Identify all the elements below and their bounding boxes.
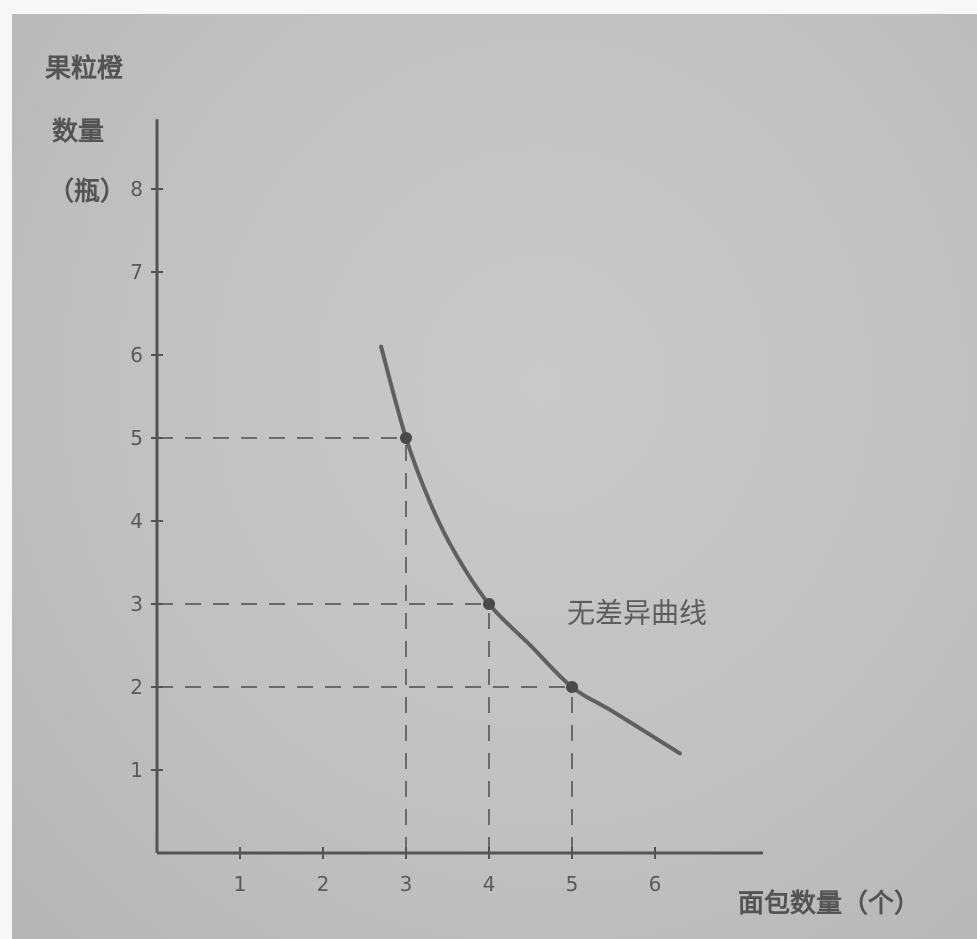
x-axis-title: 面包数量（个） (738, 888, 920, 919)
y-tick-label: 2 (130, 675, 143, 699)
curve-point (566, 681, 578, 693)
x-tick-label: 5 (566, 872, 579, 896)
y-tick-label: 3 (130, 592, 143, 616)
y-tick-label: 7 (130, 260, 143, 284)
y-ticks: 1 2 3 4 5 6 7 8 (130, 177, 163, 782)
y-axis-title-line-3: （瓶） (48, 177, 126, 207)
y-axis-title-line-1: 果粒橙 (45, 53, 124, 84)
x-tick-label: 3 (400, 872, 413, 896)
x-tick-label: 6 (649, 872, 662, 896)
dashed-guides (157, 437, 573, 853)
curve-annotation: 无差异曲线 (567, 596, 707, 629)
x-tick-label: 1 (234, 872, 247, 896)
y-tick-label: 8 (130, 177, 143, 201)
x-ticks: 1 2 3 4 5 6 (234, 847, 662, 896)
x-tick-label: 2 (317, 872, 330, 896)
y-tick-label: 1 (130, 758, 143, 782)
curve-point (400, 432, 412, 444)
y-tick-label: 6 (130, 343, 143, 367)
x-tick-label: 4 (483, 872, 496, 896)
paper-sheet (12, 14, 977, 939)
curve-point (483, 598, 495, 610)
curve-points (400, 432, 578, 693)
indifference-curve-line (379, 344, 682, 756)
axes (155, 119, 763, 855)
y-axis-title-line-2: 数量 (52, 117, 104, 147)
y-tick-label: 4 (130, 509, 143, 533)
y-tick-label: 5 (130, 426, 143, 450)
